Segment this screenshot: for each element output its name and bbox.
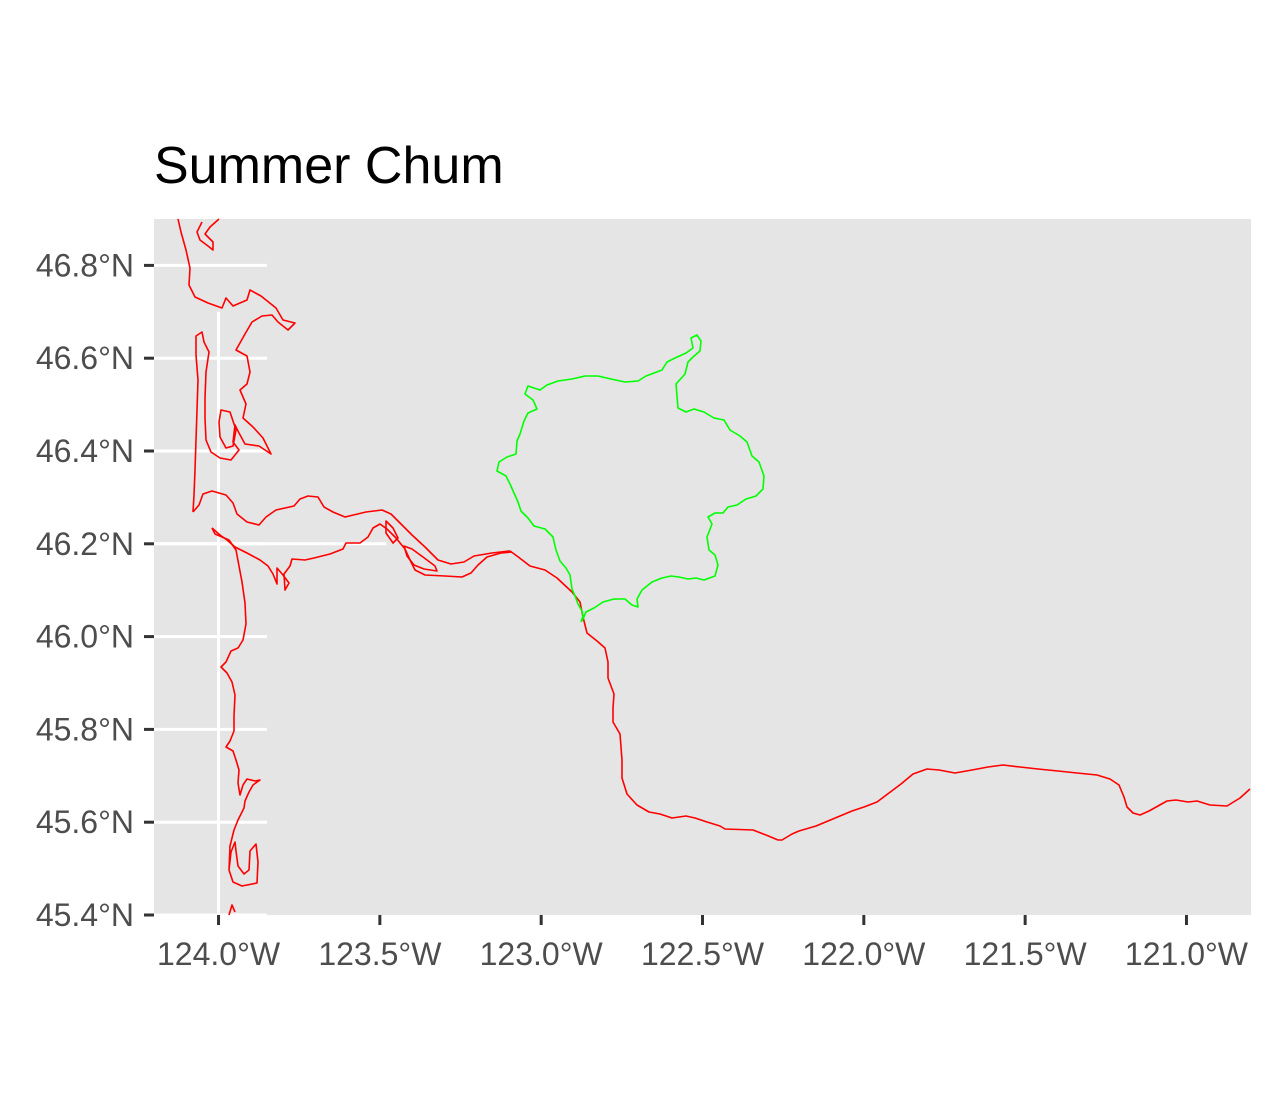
coastline-north-tip [196,218,220,251]
map-panel [154,219,1251,917]
map-axes: 46.8°N 46.6°N 46.4°N 46.2°N 46.0°N 45.8°N 45.6… [36,247,1249,972]
columbia-estuary-north [192,490,584,618]
coastline-north [177,218,296,513]
coastline-north-islet [218,409,237,449]
y-tick-label: 46.4°N [36,433,134,469]
columbia-river-main [582,616,1251,841]
x-tick-label: 121.0°W [1125,936,1249,972]
x-tick-label: 123.0°W [480,936,604,972]
shoreline-layer [177,218,1251,916]
x-tick-label: 122.5°W [641,936,765,972]
region-outline-layer [496,334,765,623]
y-tick-label: 46.8°N [36,247,134,283]
y-tick-label: 45.4°N [36,897,134,933]
map-title: Summer Chum [154,137,504,195]
coastline-south [211,527,261,887]
y-tick-label: 46.0°N [36,619,134,655]
coastline-south-tip [228,904,236,916]
y-tick-label: 46.2°N [36,526,134,562]
columbia-estuary-south [211,523,513,591]
map-panel-background [154,219,1251,915]
estuary-island-2 [403,545,438,572]
y-tick-label: 45.8°N [36,711,134,747]
estuary-island-1 [385,520,399,544]
x-tick-label: 123.5°W [318,936,442,972]
y-tick-label: 45.6°N [36,804,134,840]
y-tick-label: 46.6°N [36,340,134,376]
map-features [177,218,1251,916]
x-tick-label: 124.0°W [157,936,281,972]
summer-chum-region-outline [496,334,765,623]
x-tick-label: 122.0°W [802,936,926,972]
x-tick-label: 121.5°W [964,936,1088,972]
